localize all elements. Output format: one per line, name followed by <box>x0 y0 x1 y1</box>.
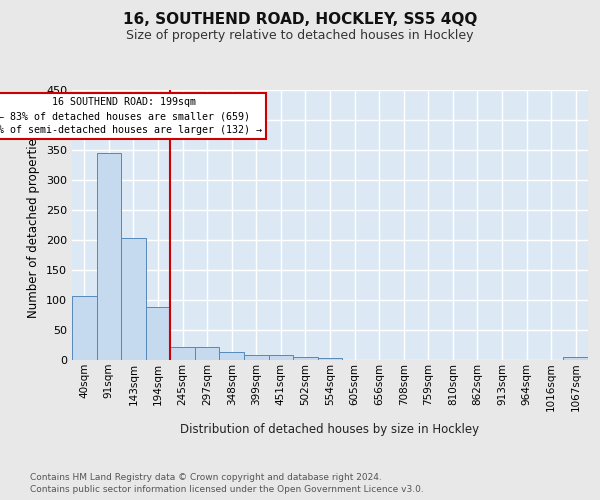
Text: Contains HM Land Registry data © Crown copyright and database right 2024.: Contains HM Land Registry data © Crown c… <box>30 472 382 482</box>
Bar <box>220 352 244 360</box>
Bar <box>318 358 342 360</box>
Bar <box>269 355 293 360</box>
Bar <box>121 238 146 360</box>
Bar <box>72 296 97 360</box>
Bar <box>293 357 318 360</box>
Bar <box>195 347 220 360</box>
Text: Contains public sector information licensed under the Open Government Licence v3: Contains public sector information licen… <box>30 485 424 494</box>
Bar <box>563 357 588 360</box>
Bar <box>97 153 121 360</box>
Text: Distribution of detached houses by size in Hockley: Distribution of detached houses by size … <box>181 422 479 436</box>
Text: Size of property relative to detached houses in Hockley: Size of property relative to detached ho… <box>126 29 474 42</box>
Text: 16, SOUTHEND ROAD, HOCKLEY, SS5 4QQ: 16, SOUTHEND ROAD, HOCKLEY, SS5 4QQ <box>123 12 477 28</box>
Text: 16 SOUTHEND ROAD: 199sqm
← 83% of detached houses are smaller (659)
17% of semi-: 16 SOUTHEND ROAD: 199sqm ← 83% of detach… <box>0 97 262 135</box>
Bar <box>244 355 269 360</box>
Bar <box>170 347 195 360</box>
Bar <box>146 307 170 360</box>
Y-axis label: Number of detached properties: Number of detached properties <box>28 132 40 318</box>
